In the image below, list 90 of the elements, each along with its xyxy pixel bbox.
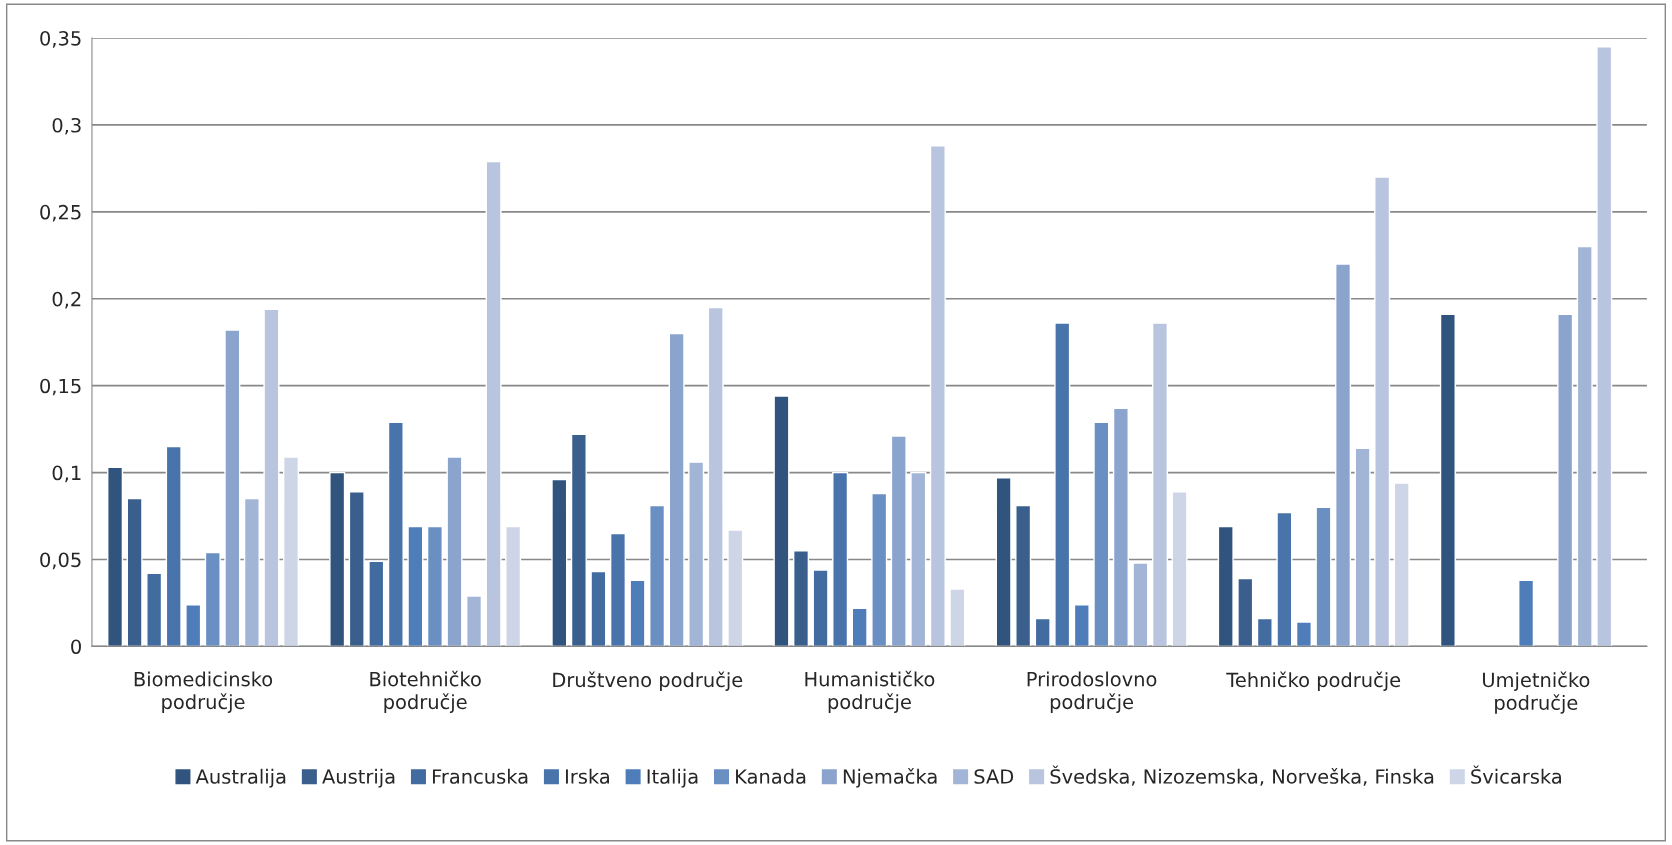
legend-label: Italija bbox=[647, 768, 698, 788]
x-tick-label: Prirodoslovno područje bbox=[1027, 671, 1157, 713]
bar bbox=[792, 550, 810, 647]
y-tick-label: 0 bbox=[71, 639, 81, 655]
y-tick-label: 0,25 bbox=[40, 204, 81, 222]
y-tick-label: 0,2 bbox=[52, 291, 81, 309]
bar bbox=[243, 497, 260, 647]
x-tick-label: Humanističko područje bbox=[805, 670, 935, 713]
bar bbox=[1015, 504, 1032, 647]
bar bbox=[1256, 617, 1273, 647]
bar bbox=[995, 477, 1012, 647]
legend-label: Švedska, Nizozemska, Norveška, Finska bbox=[1050, 765, 1434, 786]
legend-label: Kanada bbox=[736, 768, 806, 784]
bar bbox=[1557, 313, 1574, 647]
bar bbox=[1054, 322, 1071, 647]
x-tick-label: Biomedicinsko područje bbox=[134, 671, 273, 713]
bar bbox=[263, 308, 280, 647]
bar bbox=[832, 471, 849, 647]
bar bbox=[590, 570, 607, 647]
bar bbox=[282, 456, 300, 647]
y-tick-label: 0,05 bbox=[40, 552, 81, 570]
bar bbox=[107, 466, 124, 647]
bar bbox=[707, 306, 724, 647]
y-tick-label: 0,1 bbox=[52, 465, 81, 483]
legend-label: SAD bbox=[974, 769, 1014, 784]
bar bbox=[1151, 322, 1169, 647]
bar bbox=[773, 395, 790, 647]
x-tick-label: Umjetničko područje bbox=[1483, 671, 1590, 714]
bar bbox=[910, 471, 927, 647]
bar bbox=[407, 525, 424, 647]
bar bbox=[570, 433, 587, 647]
bar bbox=[466, 595, 483, 647]
legend-label: Austrija bbox=[322, 768, 395, 788]
bar bbox=[485, 160, 502, 647]
bar bbox=[551, 478, 568, 647]
bar bbox=[505, 525, 522, 647]
bar bbox=[1237, 577, 1254, 647]
bar bbox=[871, 492, 888, 647]
bar bbox=[949, 588, 966, 647]
bar bbox=[1518, 579, 1535, 647]
bar bbox=[1315, 506, 1332, 647]
bar bbox=[629, 579, 646, 647]
bar bbox=[1073, 604, 1090, 647]
bar bbox=[688, 461, 705, 647]
bar bbox=[929, 145, 946, 647]
bar bbox=[348, 491, 365, 647]
bar bbox=[1439, 313, 1456, 647]
legend-label: Francuska bbox=[432, 768, 528, 784]
bar bbox=[727, 529, 744, 647]
bar bbox=[387, 421, 404, 647]
bar bbox=[185, 604, 202, 647]
legend-label: Švicarska bbox=[1471, 765, 1561, 784]
bar bbox=[204, 551, 221, 647]
x-tick-label: Društveno područje bbox=[553, 671, 743, 692]
bar bbox=[224, 329, 241, 647]
bar bbox=[1276, 511, 1293, 647]
bar bbox=[426, 525, 443, 647]
bar bbox=[1335, 263, 1352, 647]
bar bbox=[890, 435, 907, 647]
bar bbox=[812, 569, 829, 647]
legend-label: Australija bbox=[195, 768, 286, 788]
legend-label: Njemačka bbox=[843, 768, 937, 788]
bar bbox=[1217, 525, 1234, 647]
bar bbox=[609, 532, 627, 647]
bar bbox=[1295, 621, 1312, 647]
bar bbox=[146, 572, 163, 647]
bar bbox=[1093, 421, 1110, 647]
y-tick-label: 0,15 bbox=[40, 378, 81, 396]
bar bbox=[126, 497, 143, 647]
x-tick-label: Biotehničko područje bbox=[370, 670, 481, 713]
bar bbox=[668, 332, 685, 647]
bar bbox=[1132, 562, 1149, 647]
bar bbox=[1112, 407, 1129, 647]
x-tick-label: Tehničko područje bbox=[1226, 671, 1401, 692]
bar bbox=[368, 560, 385, 647]
bar bbox=[1171, 491, 1188, 647]
bar bbox=[446, 456, 463, 647]
y-tick-label: 0,3 bbox=[52, 117, 81, 135]
bar bbox=[1596, 46, 1613, 647]
bar bbox=[329, 471, 346, 647]
bar bbox=[851, 607, 868, 647]
bar bbox=[1576, 245, 1593, 647]
bar bbox=[1374, 176, 1391, 647]
bar bbox=[649, 504, 666, 647]
bar bbox=[1354, 447, 1371, 647]
bar bbox=[1393, 482, 1410, 647]
y-tick-label: 0,35 bbox=[40, 30, 81, 48]
bar bbox=[1034, 617, 1051, 647]
legend-label: Irska bbox=[565, 768, 609, 784]
bar bbox=[165, 445, 182, 647]
